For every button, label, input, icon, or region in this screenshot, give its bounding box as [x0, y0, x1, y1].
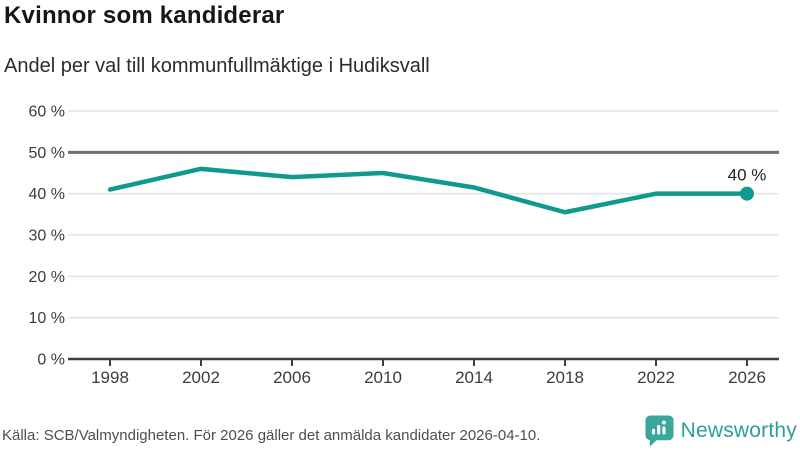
data-line [107, 166, 750, 215]
newsworthy-logo-text: Newsworthy [680, 418, 797, 442]
x-axis-label: 2022 [637, 368, 675, 387]
y-axis-label: 60 % [29, 104, 65, 121]
chart-subtitle: Andel per val till kommunfullmäktige i H… [4, 55, 430, 77]
x-axis-label: 2026 [728, 368, 766, 387]
x-axis-label: 2018 [546, 368, 584, 387]
footer: Källa: SCB/Valmyndigheten. För 2026 gäll… [0, 414, 800, 450]
data-point-marker [740, 186, 754, 201]
y-axis-label: 40 % [29, 186, 65, 203]
x-axis-label: 2002 [182, 368, 220, 387]
y-axis-label: 20 % [29, 269, 65, 286]
x-axis-label: 2006 [273, 368, 311, 387]
source-note: Källa: SCB/Valmyndigheten. För 2026 gäll… [2, 427, 541, 444]
x-axis-label: 1998 [91, 368, 129, 387]
y-axis-label: 30 % [29, 228, 65, 245]
page-title: Kvinnor som kandiderar [4, 2, 285, 29]
x-axis-label: 2010 [364, 368, 402, 387]
newsworthy-logo-icon [645, 415, 674, 447]
y-axis-label: 10 % [29, 310, 65, 327]
y-axis-label: 0 % [37, 352, 65, 369]
x-axis-label: 2014 [455, 368, 493, 387]
y-axis-label: 50 % [29, 145, 65, 162]
data-point-label: 40 % [728, 166, 767, 185]
newsworthy-logo: Newsworthy [644, 414, 797, 447]
